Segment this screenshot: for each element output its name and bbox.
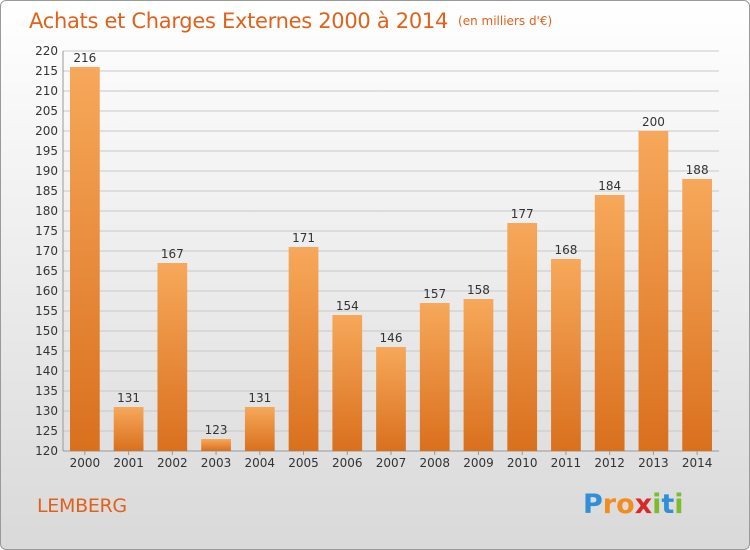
x-tick-label: 2014 — [682, 456, 713, 470]
y-tick-label: 140 — [35, 364, 58, 378]
y-tick-label: 130 — [35, 404, 58, 418]
y-tick-label: 210 — [35, 84, 58, 98]
logo-letter: x — [634, 489, 653, 520]
bar-value-label: 157 — [423, 287, 446, 301]
bar-value-label: 131 — [248, 391, 271, 405]
bar-value-label: 184 — [598, 179, 621, 193]
y-tick-label: 120 — [35, 444, 58, 458]
y-tick-label: 200 — [35, 124, 58, 138]
bar-value-label: 123 — [205, 423, 228, 437]
bar — [157, 263, 188, 451]
bar-value-label: 158 — [467, 283, 490, 297]
bar — [332, 315, 363, 451]
bar-value-label: 171 — [292, 231, 315, 245]
x-tick-label: 2011 — [551, 456, 582, 470]
chart-title-text: Achats et Charges Externes 2000 à 2014 — [29, 9, 449, 33]
bar-value-label: 177 — [511, 207, 534, 221]
x-tick-label: 2009 — [463, 456, 494, 470]
bar — [638, 131, 669, 451]
x-tick-label: 2006 — [332, 456, 363, 470]
y-tick-label: 205 — [35, 104, 58, 118]
logo-letter: P — [583, 489, 603, 520]
y-tick-label: 135 — [35, 384, 58, 398]
y-tick-label: 185 — [35, 184, 58, 198]
y-tick-label: 145 — [35, 344, 58, 358]
x-tick-label: 2004 — [245, 456, 276, 470]
logo-letter: i — [652, 489, 662, 520]
bar-value-label: 168 — [554, 243, 577, 257]
y-tick-label: 175 — [35, 224, 58, 238]
y-axis: 120 125 130 135 140 145 150 155 160 165 170 175 180 1… — [35, 44, 719, 458]
y-tick-label: 190 — [35, 164, 58, 178]
bar — [463, 299, 494, 451]
bar — [682, 179, 713, 451]
bar-value-label: 216 — [73, 51, 96, 65]
y-tick-label: 195 — [35, 144, 58, 158]
bar-value-label: 131 — [117, 391, 140, 405]
bar — [288, 247, 319, 451]
bar — [113, 407, 144, 451]
y-tick-label: 180 — [35, 204, 58, 218]
x-tick-label: 2010 — [507, 456, 538, 470]
logo-letter: r — [602, 489, 617, 520]
bar-value-label: 146 — [380, 331, 403, 345]
bar — [201, 439, 231, 451]
bar-value-label: 188 — [686, 163, 709, 177]
y-tick-label: 165 — [35, 264, 58, 278]
y-tick-label: 125 — [35, 424, 58, 438]
place-name: LEMBERG — [37, 495, 127, 517]
x-tick-label: 2002 — [157, 456, 188, 470]
bar — [419, 303, 450, 451]
logo-letter: i — [674, 489, 684, 520]
x-tick-label: 2005 — [288, 456, 319, 470]
bars: 216 131 167 123 131 171 154 146 157 158 177 168 184 2… — [69, 51, 713, 451]
chart-title: Achats et Charges Externes 2000 à 2014 (e… — [29, 9, 552, 33]
bar — [551, 259, 581, 451]
y-tick-label: 155 — [35, 304, 58, 318]
y-tick-label: 170 — [35, 244, 58, 258]
logo-letter: o — [616, 489, 635, 520]
logo-letter: t — [661, 489, 675, 520]
x-tick-label: 2013 — [638, 456, 669, 470]
x-tick-label: 2008 — [419, 456, 450, 470]
y-tick-label: 150 — [35, 324, 58, 338]
x-tick-label: 2007 — [376, 456, 407, 470]
bar — [594, 195, 625, 451]
x-axis: 2000 2001 2002 2003 2004 2005 2006 2007 2008 2009… — [70, 451, 713, 470]
bar — [244, 407, 275, 451]
bar — [69, 67, 100, 451]
bar-value-label: 200 — [642, 115, 665, 129]
chart-subtitle: (en milliers d'€) — [458, 14, 553, 28]
x-tick-label: 2003 — [201, 456, 232, 470]
y-tick-label: 160 — [35, 284, 58, 298]
x-tick-label: 2001 — [113, 456, 144, 470]
proxiti-logo: Proxiti — [583, 489, 684, 520]
x-tick-label: 2000 — [70, 456, 101, 470]
bar — [376, 347, 406, 451]
bar-value-label: 167 — [161, 247, 184, 261]
x-tick-label: 2012 — [594, 456, 625, 470]
y-tick-label: 220 — [35, 44, 58, 58]
bar-value-label: 154 — [336, 299, 359, 313]
y-tick-label: 215 — [35, 64, 58, 78]
bar — [507, 223, 538, 451]
